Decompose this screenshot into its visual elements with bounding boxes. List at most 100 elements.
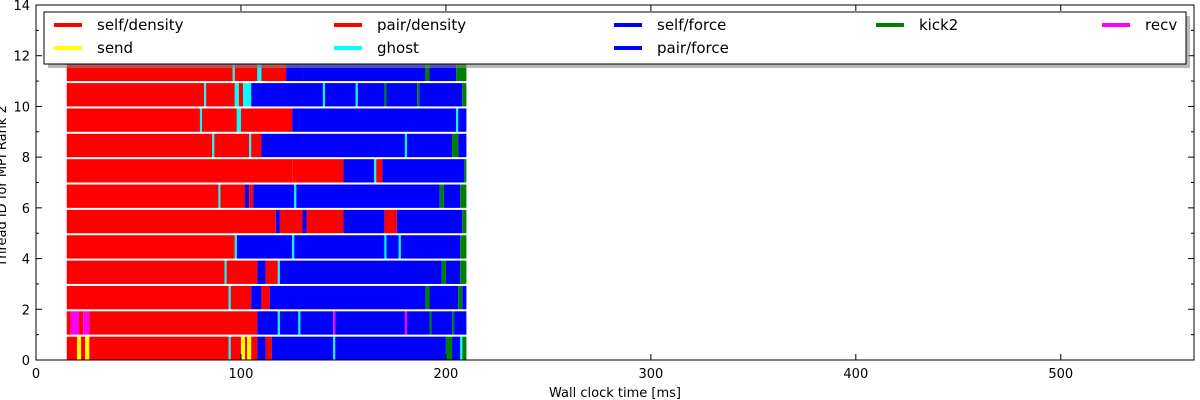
segment-thread-6-self-density — [66, 184, 219, 208]
segment-thread-9-pair-density — [240, 108, 293, 132]
x-tick-label: 200 — [433, 367, 458, 382]
segment-thread-10-self-density — [66, 83, 205, 107]
y-tick-label: 12 — [13, 50, 30, 65]
segment-thread-6-ghost — [294, 184, 297, 208]
segment-thread-3-ghost — [277, 260, 280, 284]
legend-label-recv: recv — [1145, 16, 1177, 34]
segment-thread-0-self-force — [257, 336, 266, 360]
segment-thread-8-ghost — [249, 133, 252, 158]
segment-thread-0-self-density — [66, 336, 77, 360]
legend-label-kick2: kick2 — [919, 16, 958, 34]
segment-thread-6-pair-density — [220, 184, 246, 208]
segment-thread-6-kick2 — [460, 184, 467, 208]
segment-thread-8-pair-density — [251, 133, 262, 158]
segment-thread-4-self-density — [66, 235, 235, 259]
segment-thread-5-pair-force — [396, 209, 463, 234]
segment-thread-1-ghost — [277, 311, 280, 335]
segment-thread-5-self-density — [66, 209, 276, 234]
segment-thread-8-kick2 — [452, 133, 459, 158]
segment-thread-0-send — [247, 336, 252, 360]
segment-thread-10-pair-force — [324, 83, 356, 107]
segment-thread-0-pair-density — [230, 336, 241, 360]
segment-thread-1-self-density — [66, 311, 71, 335]
segment-thread-7-self-density — [66, 159, 293, 183]
segment-thread-4-ghost — [234, 235, 237, 259]
segment-thread-3-self-force — [257, 260, 266, 284]
segment-thread-10-kick2 — [417, 83, 420, 107]
segment-thread-2-pair-force — [462, 285, 467, 310]
segment-thread-10-ghost — [243, 83, 252, 107]
ticks-layer: 0 100 200 300 400 500 0 2 4 6 8 10 12 14 — [13, 0, 1194, 382]
segment-thread-0-kick2 — [462, 336, 467, 360]
x-tick-label: 400 — [843, 367, 868, 382]
segment-thread-0-pair-density — [89, 336, 229, 360]
segment-thread-1-recv — [333, 311, 336, 335]
segment-thread-3-self-density — [66, 260, 225, 284]
segment-thread-6-kick2 — [439, 184, 444, 208]
segment-thread-0-ghost — [460, 336, 463, 360]
segment-thread-5-self-force — [275, 209, 280, 234]
segment-thread-2-kick2 — [458, 285, 463, 310]
y-tick-label: 14 — [13, 0, 30, 14]
segment-thread-0-pair-density — [251, 336, 258, 360]
segment-thread-9-self-force — [292, 108, 457, 132]
segment-thread-1-recv — [404, 311, 407, 335]
segment-thread-2-pair-force — [429, 285, 459, 310]
segment-thread-8-pair-force — [406, 133, 453, 158]
segment-thread-8-ghost — [404, 133, 407, 158]
segment-thread-11-ghost — [257, 57, 262, 82]
segment-thread-9-self-density — [66, 108, 200, 132]
segment-thread-11-kick2 — [456, 57, 467, 82]
bars-layer — [66, 57, 467, 360]
segment-thread-0-self-force — [452, 336, 461, 360]
segment-thread-9-pair-density — [202, 108, 237, 132]
segment-thread-8-self-density — [66, 133, 213, 158]
segment-thread-0-send — [85, 336, 90, 360]
segment-thread-3-ghost — [224, 260, 227, 284]
segment-thread-4-self-force — [236, 235, 293, 259]
segment-thread-6-pair-force — [443, 184, 461, 208]
segment-thread-7-ghost — [374, 159, 377, 183]
segment-thread-1-pair-force — [431, 311, 453, 335]
y-tick-label: 8 — [22, 151, 30, 166]
segment-thread-1-self-force — [257, 311, 278, 335]
segment-thread-11-kick2 — [425, 57, 430, 82]
segment-thread-10-pair-density — [206, 83, 235, 107]
segment-thread-4-pair-force — [294, 235, 385, 259]
segment-thread-10-ghost — [204, 83, 207, 107]
segment-thread-6-ghost — [218, 184, 221, 208]
segment-thread-1-pair-force — [406, 311, 430, 335]
segment-thread-3-self-force — [279, 260, 442, 284]
segment-thread-2-self-force — [269, 285, 426, 310]
segment-thread-0-pair-density — [81, 336, 86, 360]
segment-thread-0-self-force — [271, 336, 334, 360]
segment-thread-7-pair-density — [376, 159, 383, 183]
segment-thread-10-self-force — [251, 83, 323, 107]
segment-thread-4-ghost — [292, 235, 295, 259]
legend-label-self-force: self/force — [657, 16, 726, 34]
segment-thread-6-pair-force — [296, 184, 440, 208]
segment-thread-5-kick2 — [462, 209, 467, 234]
segment-thread-0-ghost — [228, 336, 231, 360]
segment-thread-10-kick2 — [384, 83, 387, 107]
segment-thread-10-pair-force — [419, 83, 463, 107]
segment-thread-9-pair-force — [458, 108, 467, 132]
segment-thread-0-ghost — [333, 336, 336, 360]
segment-thread-10-ghost — [355, 83, 358, 107]
legend-label-pair-force: pair/force — [657, 39, 729, 57]
segment-thread-8-self-force — [261, 133, 405, 158]
segment-thread-8-pair-density — [214, 133, 250, 158]
segment-thread-1-recv — [70, 311, 80, 335]
segment-thread-10-pair-force — [386, 83, 418, 107]
x-tick-label: 0 — [32, 367, 40, 382]
segment-thread-5-self-force — [343, 209, 385, 234]
y-tick-label: 0 — [22, 354, 30, 369]
segment-thread-7-pair-density — [292, 159, 344, 183]
segment-thread-2-self-force — [251, 285, 262, 310]
segment-thread-2-self-density — [66, 285, 229, 310]
segment-thread-2-ghost — [228, 285, 231, 310]
segment-thread-9-ghost — [199, 108, 203, 132]
segment-thread-2-pair-density — [261, 285, 270, 310]
legend-label-send: send — [97, 39, 133, 57]
